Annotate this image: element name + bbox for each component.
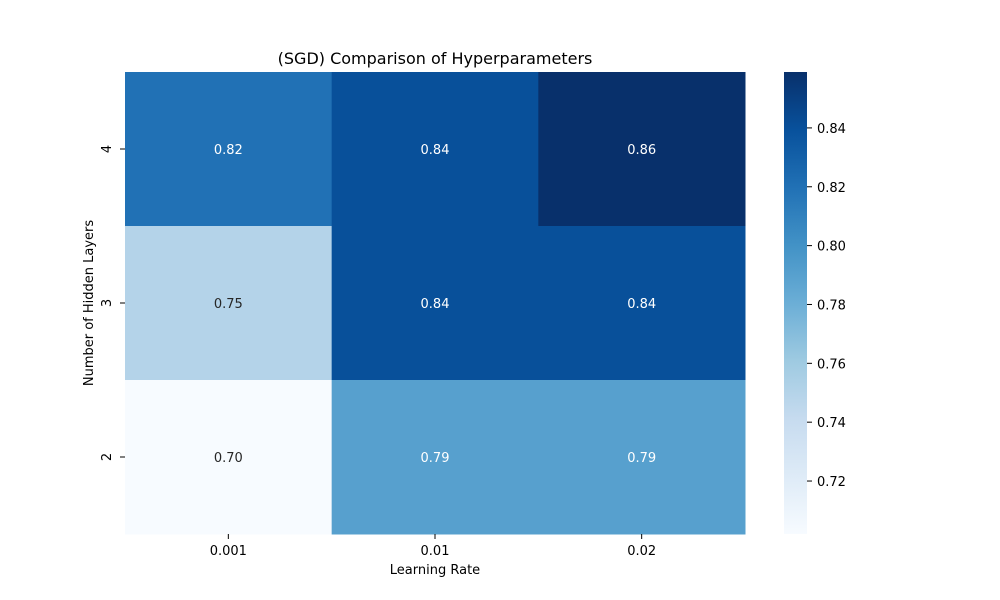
x-tick-label: 0.01 [421, 544, 450, 559]
heatmap-cell [125, 72, 333, 227]
colorbar-tick-label: 0.72 [817, 475, 846, 490]
cell-value-label: 0.84 [421, 143, 450, 158]
chart-title: (SGD) Comparison of Hyperparameters [278, 49, 593, 68]
heatmap-cell [538, 72, 746, 227]
heatmap-cell [538, 226, 746, 381]
y-tick-label: 3 [100, 299, 115, 307]
cell-value-label: 0.70 [214, 451, 243, 466]
y-tick-label: 4 [100, 145, 115, 153]
colorbar-ticks: 0.72 0.74 0.76 0.78 0.80 0.82 0.84 [807, 122, 846, 490]
x-tick-label: 0.02 [627, 544, 656, 559]
cell-value-label: 0.86 [627, 143, 656, 158]
cell-value-label: 0.79 [421, 451, 450, 466]
colorbar [784, 72, 807, 534]
colorbar-tick-label: 0.76 [817, 357, 846, 372]
colorbar-tick-label: 0.84 [817, 122, 846, 137]
cell-value-label: 0.84 [627, 297, 656, 312]
y-axis-label: Number of Hidden Layers [82, 220, 97, 387]
heatmap-cell [538, 380, 746, 535]
heatmap-cells: 0.82 0.84 0.86 0.75 0.84 0.84 0.70 0.79 0.79 [125, 72, 746, 535]
colorbar-tick-label: 0.82 [817, 181, 846, 196]
heatmap-cell [331, 380, 539, 535]
cell-value-label: 0.75 [214, 297, 243, 312]
heatmap-cell [331, 72, 539, 227]
x-axis-ticks: 0.001 0.01 0.02 [210, 534, 656, 559]
heatmap-cell [125, 380, 333, 535]
x-axis-label: Learning Rate [390, 563, 480, 578]
heatmap-cell [125, 226, 333, 381]
colorbar-tick-label: 0.80 [817, 240, 846, 255]
y-tick-label: 2 [100, 453, 115, 461]
colorbar-tick-label: 0.78 [817, 298, 846, 313]
cell-value-label: 0.82 [214, 143, 243, 158]
colorbar-tick-label: 0.74 [817, 416, 846, 431]
cell-value-label: 0.84 [421, 297, 450, 312]
x-tick-label: 0.001 [210, 544, 247, 559]
heatmap-cell [331, 226, 539, 381]
cell-value-label: 0.79 [627, 451, 656, 466]
y-axis-ticks: 4 3 2 [100, 145, 125, 461]
